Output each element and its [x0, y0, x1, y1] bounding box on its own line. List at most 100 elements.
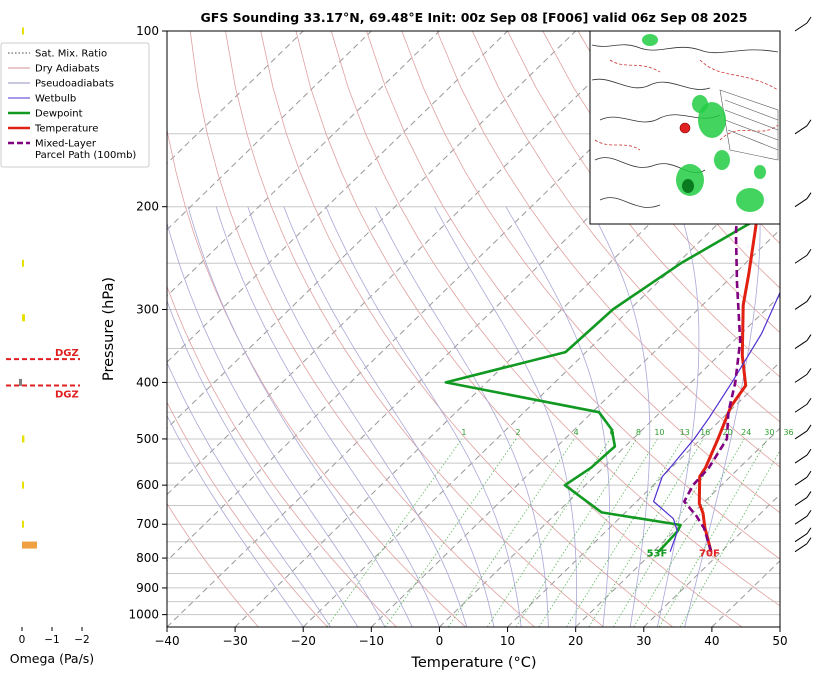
sounding-location-marker	[679, 122, 691, 134]
wind-barb	[794, 543, 808, 553]
pseudoadiabat	[167, 299, 359, 627]
y-axis-ticks: 100 200 300 400 500 600 700 800 900 1000	[128, 24, 167, 622]
pseudoadiabat	[283, 206, 495, 627]
legend: Sat. Mix. Ratio Dry Adiabats Pseudoadiabat…	[0, 42, 150, 168]
y-tick-label: 200	[136, 200, 159, 214]
legend-entry-label: Temperature	[34, 124, 98, 135]
mixing-ratio-line	[588, 438, 704, 627]
y-tick-label: 500	[136, 432, 159, 446]
x-axis-ticks: −40 −30 −20 −10 0 10 20 30 40 50	[154, 627, 788, 648]
pseudoadiabat	[167, 414, 304, 627]
isotherm-line	[370, 228, 780, 627]
omega-bar	[22, 541, 37, 549]
mixing-ratio-line	[486, 438, 611, 627]
dry-adiabat	[225, 31, 604, 627]
isotherm-line	[167, 31, 508, 363]
omega-bar	[22, 481, 24, 489]
plot-frame	[166, 30, 781, 628]
legend-entry-label: Sat. Mix. Ratio	[35, 49, 107, 60]
wind-barb	[794, 373, 808, 383]
wind-barb	[794, 430, 808, 440]
pseudoadiabat	[657, 206, 700, 627]
wind-barb	[794, 340, 808, 349]
pseudoadiabat	[684, 206, 761, 627]
wind-barb	[794, 125, 808, 135]
omega-axis-label: Omega (Pa/s)	[10, 651, 94, 666]
y-tick-label: 800	[136, 551, 159, 565]
mixing-ratio-label: 4	[574, 428, 579, 437]
wind-barb	[794, 198, 808, 208]
wind-barb-flag	[806, 192, 812, 199]
wind-barb-flag	[806, 424, 812, 432]
dgz-label: DGZ	[55, 390, 79, 401]
background-lines	[167, 31, 780, 627]
inset-map	[589, 30, 781, 225]
wind-barb	[794, 301, 808, 310]
legend-entry-label-line2: Parcel Path (100mb)	[35, 150, 136, 161]
mixing-ratio-label: 24	[741, 428, 751, 437]
mixing-ratio-line	[633, 438, 745, 627]
y-tick-label: 300	[136, 302, 159, 316]
omega-tick-label: −2	[74, 634, 89, 646]
dry-adiabat	[167, 401, 328, 627]
dry-adiabat	[542, 31, 780, 333]
legend-entry-label: Mixed-Layer	[35, 139, 97, 150]
x-tick-label: 30	[636, 634, 651, 648]
pseudoadiabat	[247, 206, 468, 627]
y-axis-label: Pressure (hPa)	[101, 277, 117, 381]
series-temperature-line	[697, 164, 780, 553]
wind-barb-flag	[806, 470, 812, 478]
wind-barb-flag	[806, 334, 812, 341]
wind-barb-flag	[806, 491, 812, 498]
pseudoadiabat	[167, 221, 386, 627]
mixing-ratio-label: 1	[461, 428, 466, 437]
surface-dewpoint-label: 53F	[647, 549, 668, 560]
dry-adiabat	[330, 31, 780, 607]
omega-bar	[22, 314, 25, 322]
wind-barb-flag	[806, 295, 812, 302]
mixing-ratio-label: 10	[654, 428, 664, 437]
isotherm-line	[302, 162, 780, 627]
legend-entry-label: Pseudoadiabats	[35, 79, 114, 90]
wind-barb	[794, 454, 808, 464]
omega-bar	[22, 435, 25, 443]
y-tick-label: 1000	[128, 608, 159, 622]
wind-barb-flag	[806, 368, 812, 375]
y-tick-label: 400	[136, 375, 159, 389]
legend-entry-label: Dewpoint	[35, 109, 83, 120]
mixing-ratio-line	[326, 438, 463, 627]
wind-barb-flag	[806, 509, 812, 517]
wind-barb-flag	[806, 248, 812, 256]
x-tick-label: −20	[291, 634, 316, 648]
x-tick-label: −10	[359, 634, 384, 648]
wind-barb-flag	[806, 537, 812, 544]
omega-panel: Omega (Pa/s) 0 −1 −2 DGZ DGZ	[6, 27, 94, 666]
omega-tick-label: −1	[44, 634, 59, 646]
wind-barb	[794, 515, 808, 525]
mixing-ratio-label: 30	[764, 428, 774, 437]
mixing-ratio-label: 36	[783, 428, 793, 437]
dry-adiabat	[366, 31, 780, 560]
isotherm-line	[643, 493, 780, 627]
legend-entry-label: Wetbulb	[35, 94, 76, 105]
wind-barb-flag	[806, 397, 812, 405]
y-tick-label: 600	[136, 478, 159, 492]
mixing-ratio-line	[658, 438, 768, 627]
isotherm-line	[167, 31, 304, 165]
series-dewpoint-line	[444, 128, 780, 553]
x-tick-label: 40	[704, 634, 719, 648]
wind-barb-flag	[806, 527, 812, 534]
dgz-label: DGZ	[55, 348, 79, 359]
dry-adiabat	[577, 31, 780, 289]
x-tick-label: −30	[222, 634, 247, 648]
mixing-ratio-label: 16	[700, 428, 710, 437]
dry-adiabat	[167, 285, 397, 627]
y-tick-label: 700	[136, 517, 159, 531]
x-tick-label: −40	[154, 634, 179, 648]
dry-adiabat	[471, 31, 780, 423]
isotherm-line	[167, 31, 372, 231]
x-axis-label: Temperature (°C)	[410, 655, 536, 671]
wind-barb	[794, 497, 808, 506]
pseudoadiabat	[187, 206, 413, 627]
